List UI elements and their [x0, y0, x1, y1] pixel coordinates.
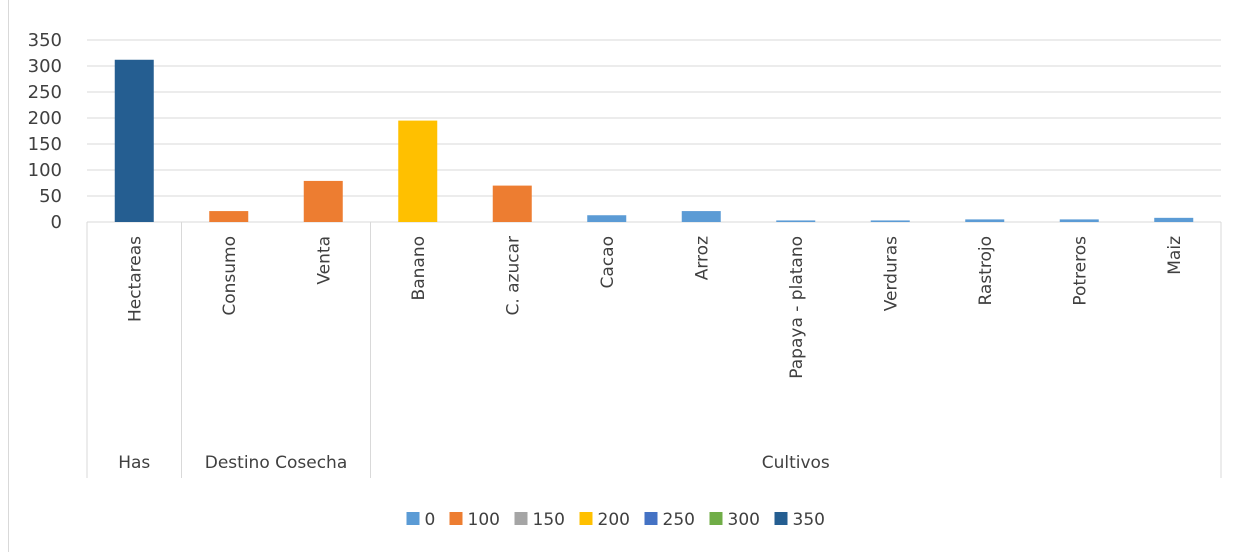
gridlines — [87, 39, 1221, 223]
bar-banano — [398, 120, 438, 222]
x-axis-categories: Hectareas Consumo Venta Banano C. azucar Caca… — [86, 222, 1185, 478]
legend-swatch — [406, 512, 420, 525]
y-tick-label: 250 — [28, 82, 62, 103]
x-category-label: Arroz — [692, 236, 712, 280]
legend-swatch — [579, 512, 593, 525]
y-tick-label: 50 — [39, 186, 62, 207]
x-group-label: Destino Cosecha — [205, 453, 348, 473]
bar-hectareas — [114, 59, 154, 223]
x-category-label: Verduras — [881, 236, 901, 311]
y-tick-label: 200 — [28, 108, 62, 129]
legend-label: 250 — [663, 510, 695, 530]
legend-swatch — [709, 512, 723, 525]
legend-label: 0 — [425, 510, 436, 530]
bars — [114, 59, 1194, 223]
x-category-label: C. azucar — [503, 236, 523, 316]
bar-venta — [303, 180, 343, 222]
bar-cacao — [587, 215, 627, 222]
x-category-label: Banano — [409, 236, 429, 300]
bar-arroz — [681, 211, 721, 222]
bar-consumo — [209, 211, 249, 222]
x-group-label: Has — [118, 453, 150, 473]
bar-rastrojo — [965, 219, 1005, 222]
y-tick-label: 150 — [28, 134, 62, 155]
x-category-label: Consumo — [220, 236, 240, 316]
legend-label: 100 — [468, 510, 500, 530]
bar-maiz — [1154, 217, 1194, 222]
chart-border-left — [8, 0, 9, 552]
bar-c-azucar — [492, 185, 532, 222]
x-group-label: Cultivos — [762, 453, 830, 473]
legend-swatch — [514, 512, 528, 525]
y-axis-ticks: 0 50 100 150 200 250 300 350 — [28, 30, 62, 233]
x-category-label: Cacao — [598, 236, 618, 288]
x-category-label: Papaya - platano — [787, 236, 807, 379]
legend-label: 300 — [728, 510, 760, 530]
legend-label: 200 — [598, 510, 630, 530]
bar-papaya-platano — [776, 220, 816, 222]
bar-verduras — [870, 220, 910, 222]
legend-swatch — [449, 512, 463, 525]
legend: 0 100 150 200 250 300 350 — [406, 510, 825, 530]
y-tick-label: 100 — [28, 160, 62, 181]
y-tick-label: 0 — [51, 212, 62, 233]
y-tick-label: 350 — [28, 30, 62, 51]
legend-swatch — [644, 512, 658, 525]
x-category-label: Maiz — [1165, 236, 1185, 275]
y-tick-label: 300 — [28, 56, 62, 77]
x-category-label: Potreros — [1070, 236, 1090, 306]
bar-potreros — [1059, 219, 1099, 222]
x-category-label: Rastrojo — [976, 236, 996, 306]
legend-swatch — [774, 512, 788, 525]
x-category-label: Hectareas — [125, 236, 145, 322]
legend-label: 350 — [793, 510, 825, 530]
x-category-label: Venta — [314, 236, 334, 285]
x-axis-groups: Has Destino Cosecha Cultivos — [118, 222, 1222, 478]
legend-label: 150 — [533, 510, 565, 530]
